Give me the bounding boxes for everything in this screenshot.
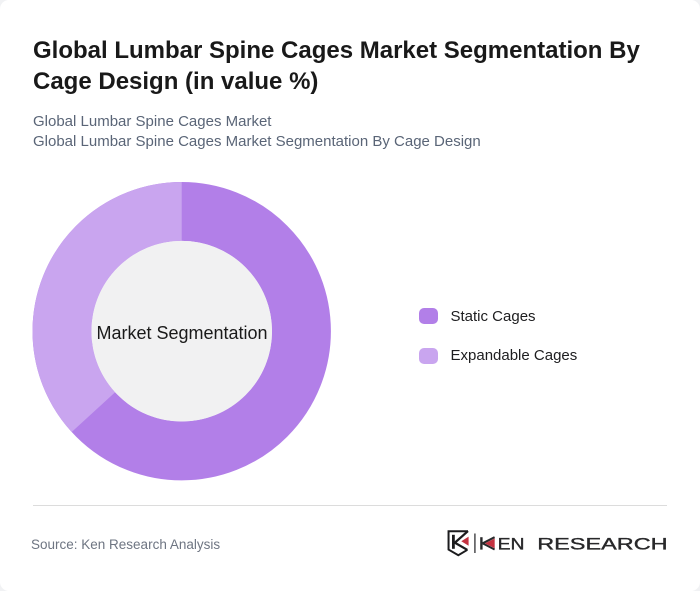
svg-text:EN: EN xyxy=(498,534,525,554)
svg-text:RESEARCH: RESEARCH xyxy=(537,534,667,553)
